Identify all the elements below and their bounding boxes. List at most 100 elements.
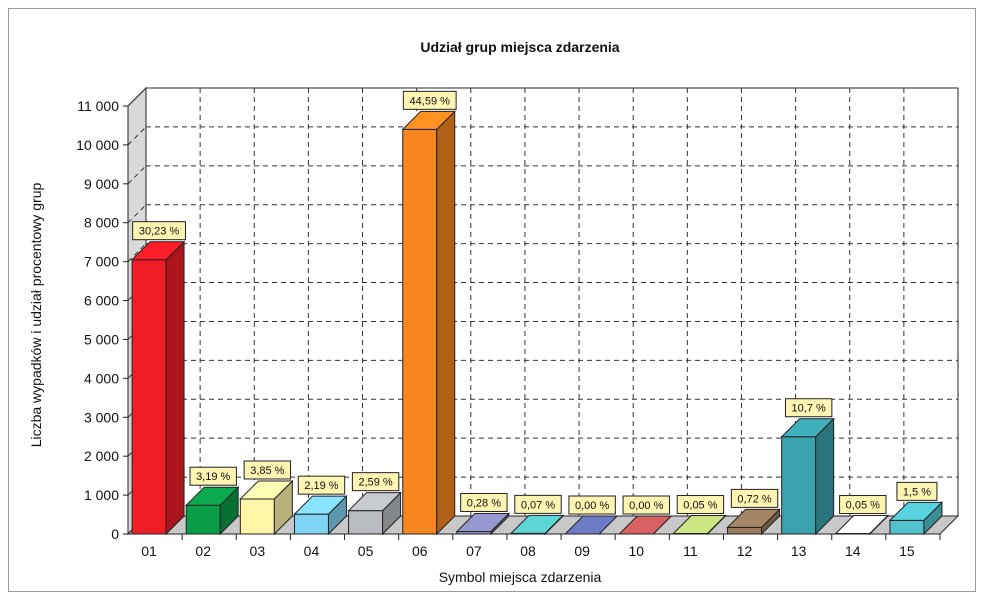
bar-front (781, 436, 817, 535)
y-tick-label: 11 000 (77, 98, 119, 114)
bar-front (131, 259, 167, 535)
data-label-text: 1,5 % (903, 486, 931, 498)
bar-front (727, 526, 763, 535)
grid-line-depth (127, 87, 147, 107)
bar-top (401, 110, 456, 130)
bar-01 (130, 240, 186, 536)
x-tick-label: 11 (683, 543, 698, 559)
grid-line-depth (127, 165, 147, 185)
data-label-text: 0,72 % (737, 493, 771, 505)
bar-07 (455, 512, 511, 536)
bar-front (889, 519, 925, 535)
bar-side (436, 110, 456, 536)
data-label-box (243, 460, 292, 480)
data-label-text: 0,05 % (683, 500, 717, 512)
bar-top (509, 514, 565, 534)
bar-top (888, 501, 944, 521)
x-tick-label: 05 (358, 543, 374, 559)
x-tick-label: 09 (574, 543, 590, 559)
bar-03 (239, 479, 294, 536)
data-label-box (622, 495, 670, 515)
bar-front (185, 504, 221, 535)
y-tick-label: 7 000 (84, 254, 119, 270)
bar-13 (780, 417, 835, 536)
axes: 0 1 000 2 000 3 000 4 000 5 000 6 000 7 000 8 00… (76, 98, 941, 559)
grid-line-depth (127, 204, 147, 224)
x-tick-label: 08 (520, 543, 536, 559)
y-tick-label: 8 000 (84, 215, 119, 231)
data-labels: 30,23 % 3,19 % 3,85 % 2,19 % 2,59 % 44,59 % 0,… (132, 90, 938, 515)
x-tick-label: 03 (250, 543, 266, 559)
y-tick-label: 2 000 (84, 448, 119, 464)
data-label-text: 30,23 % (139, 226, 180, 238)
data-label-text: 0,28 % (467, 497, 501, 509)
y-tick-label: 5 000 (84, 331, 119, 347)
bar-top (455, 512, 511, 532)
x-axis-label: Symbol miejsca zdarzenia (439, 569, 602, 585)
data-label-text: 2,19 % (304, 480, 338, 492)
y-axis-label: Liczba wypadków i udział procentowy grup (28, 182, 44, 447)
data-label-box (839, 495, 887, 515)
data-label-box (402, 90, 457, 110)
data-label-text: 0,07 % (521, 499, 555, 511)
data-label-box (730, 488, 779, 508)
x-tick-label: 04 (304, 543, 320, 559)
data-label-15: 1,5 % (896, 481, 938, 501)
data-label-08: 0,07 % (514, 494, 562, 514)
data-label-text: 10,7 % (792, 403, 826, 415)
y-tick-label: 1 000 (84, 487, 119, 503)
bar-top (184, 486, 240, 506)
data-label-text: 0,00 % (575, 500, 609, 512)
y-tick-label: 10 000 (76, 137, 119, 153)
bar-04 (293, 494, 348, 536)
bar-12 (726, 508, 781, 536)
data-label-06: 44,59 % (402, 90, 457, 110)
data-label-04: 2,19 % (297, 475, 346, 495)
data-label-box (676, 495, 725, 515)
x-tick-label: 01 (141, 543, 157, 559)
back-wall (145, 87, 959, 517)
data-label-02: 3,19 % (189, 466, 237, 486)
x-tick-label: 06 (412, 543, 428, 559)
x-tick-label: 07 (466, 543, 482, 559)
data-label-box (297, 475, 346, 495)
data-label-09: 0,00 % (568, 495, 616, 515)
data-label-text: 0,00 % (629, 500, 663, 512)
x-tick-label: 14 (845, 543, 861, 559)
data-label-07: 0,28 % (460, 492, 508, 512)
bar-front (239, 498, 275, 535)
grid-line-depth (127, 243, 147, 262)
data-label-11: 0,05 % (676, 495, 725, 515)
data-label-01: 30,23 % (132, 221, 186, 241)
bar-06 (401, 110, 456, 536)
data-label-box (460, 492, 508, 512)
bar-front (402, 128, 438, 535)
data-label-box (132, 221, 186, 241)
chart-title: Udział grup miejsca zdarzenia (420, 39, 619, 55)
data-label-10: 0,00 % (622, 495, 670, 515)
bar-front (348, 510, 384, 535)
bar-side (165, 240, 185, 536)
bar-top (726, 508, 781, 528)
bar-02 (184, 486, 240, 536)
data-label-box (189, 466, 237, 486)
bar-05 (347, 491, 402, 536)
x-tick-label: 13 (791, 543, 807, 559)
bar-top (293, 495, 348, 515)
bar-top (239, 480, 294, 500)
grid-line-depth (127, 126, 147, 146)
data-label-text: 3,19 % (196, 471, 230, 483)
data-label-box (351, 472, 400, 492)
data-label-box (568, 495, 616, 515)
y-tick-label: 6 000 (84, 293, 119, 309)
y-tick-label: 9 000 (84, 176, 119, 192)
data-label-05: 2,59 % (351, 472, 400, 492)
y-tick-label: 4 000 (84, 370, 119, 386)
data-label-text: 0,05 % (846, 500, 880, 512)
x-tick-label: 02 (195, 543, 211, 559)
bar-front (293, 513, 329, 535)
data-label-13: 10,7 % (784, 398, 833, 418)
data-label-12: 0,72 % (730, 488, 779, 508)
data-label-03: 3,85 % (243, 460, 292, 480)
data-label-text: 3,85 % (250, 465, 284, 477)
